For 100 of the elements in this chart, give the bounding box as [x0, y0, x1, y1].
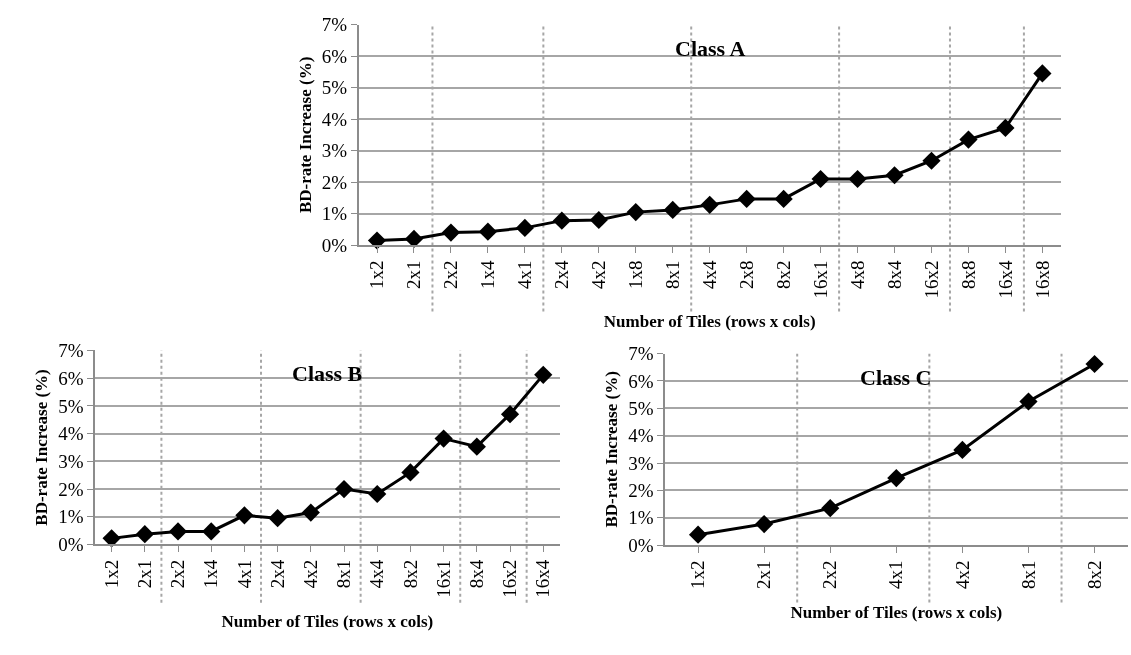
y-tick-label: 5% [321, 77, 348, 99]
point [589, 210, 608, 230]
x-tick-label: 1x2 [687, 560, 709, 589]
point [102, 529, 121, 548]
y-tick-label: 6% [58, 367, 84, 389]
x-tick-label: 2x1 [403, 260, 425, 290]
x-tick-label: 2x1 [753, 560, 775, 589]
x-tick-label: 4x4 [698, 260, 720, 290]
x-tick-label: 8x4 [466, 559, 488, 589]
y-tick-label: 2% [628, 480, 654, 502]
x-axis-title: Number of Tiles (rows x cols) [603, 312, 816, 332]
point [737, 189, 756, 208]
x-tick-label: 4x1 [885, 560, 907, 589]
y-tick-label: 2% [321, 171, 348, 193]
y-tick-label: 7% [58, 340, 84, 362]
text: Class B [292, 361, 363, 386]
x-tick-label: 4x4 [366, 559, 388, 589]
point [821, 499, 840, 518]
x-tick-label: 1x8 [624, 260, 646, 290]
y-tick-label: 6% [321, 45, 348, 67]
x-tick-label: 2x2 [819, 560, 841, 589]
x-tick-label: 16x4 [532, 559, 554, 598]
point [1033, 64, 1052, 83]
x-tick-label: 4x1 [233, 559, 255, 589]
x-tick-label: 16x1 [809, 260, 831, 299]
point [441, 223, 461, 242]
point [774, 189, 793, 208]
point [434, 429, 453, 448]
point [887, 468, 906, 488]
y-tick-label: 7% [628, 343, 654, 365]
point [922, 151, 941, 170]
x-tick-label: 4x2 [587, 260, 609, 290]
point [235, 506, 254, 525]
x-tick-label: 16x2 [499, 559, 521, 598]
x-tick-label: 2x4 [266, 559, 288, 589]
y-tick-label: 7% [321, 14, 348, 36]
x-tick-label: 2x2 [167, 559, 189, 589]
x-tick-label: 1x2 [100, 559, 122, 589]
point [953, 440, 972, 460]
y-tick-label: 0% [628, 534, 654, 556]
y-tick-label: 4% [321, 108, 348, 130]
x-tick-label: 16x4 [994, 260, 1016, 299]
x-axis-title: Number of Tiles (rows x cols) [790, 602, 1003, 622]
x-tick-label: 2x1 [133, 559, 155, 589]
x-tick-label: 8x2 [399, 559, 421, 589]
x-tick-label: 8x2 [772, 260, 794, 290]
x-tick-label: 4x2 [951, 560, 973, 589]
x-tick-label: 1x2 [366, 260, 388, 290]
y-axis-title: BD-rate Increase (%) [602, 371, 622, 528]
point [848, 169, 867, 189]
point [663, 200, 682, 220]
x-tick-label: 8x1 [661, 260, 683, 290]
point [755, 514, 774, 534]
text: Class C [860, 365, 932, 390]
x-tick-label: 4x2 [300, 559, 321, 589]
y-tick-label: 6% [628, 370, 654, 392]
point [268, 509, 287, 528]
x-tick-label: 8x1 [333, 559, 355, 589]
x-axis-title: Number of Tiles (rows x cols) [221, 611, 434, 631]
point [534, 365, 553, 384]
point [368, 484, 387, 504]
y-tick-label: 1% [628, 507, 654, 529]
x-tick-label: 16x8 [1031, 260, 1053, 299]
y-tick-label: 5% [58, 395, 84, 417]
x-tick-label: 1x4 [477, 260, 499, 290]
point [1019, 392, 1038, 411]
point [467, 437, 486, 456]
x-tick-label: 2x2 [440, 260, 462, 290]
y-tick-label: 4% [628, 425, 654, 447]
point [301, 503, 320, 522]
x-tick-label: 2x8 [735, 260, 757, 290]
y-tick-label: 1% [321, 203, 348, 225]
x-tick-label: 4x8 [846, 260, 868, 290]
point [515, 218, 534, 237]
x-tick-label: 8x2 [1083, 560, 1105, 589]
point [334, 479, 354, 499]
y-axis-title: BD-rate Increase (%) [32, 369, 52, 526]
point [626, 203, 645, 222]
y-tick-label: 3% [58, 450, 84, 472]
y-tick-label: 1% [58, 506, 84, 528]
point [811, 169, 830, 189]
x-tick-label: 16x1 [432, 559, 454, 598]
x-tick-label: 4x1 [514, 260, 536, 290]
point [996, 118, 1015, 138]
point [688, 525, 708, 544]
x-tick-label: 1x4 [200, 559, 222, 589]
point [552, 211, 571, 230]
point [135, 525, 154, 544]
y-axis-title: BD-rate Increase (%) [295, 56, 315, 214]
y-tick-label: 5% [628, 397, 654, 419]
y-tick-label: 3% [628, 452, 654, 474]
point [168, 522, 188, 541]
y-tick-label: 0% [58, 534, 84, 556]
y-tick-label: 2% [58, 478, 84, 500]
point [202, 522, 221, 541]
point [1085, 354, 1104, 374]
y-tick-label: 3% [321, 140, 348, 162]
point [959, 130, 978, 149]
x-tick-label: 2x4 [551, 260, 573, 290]
point [500, 405, 520, 424]
